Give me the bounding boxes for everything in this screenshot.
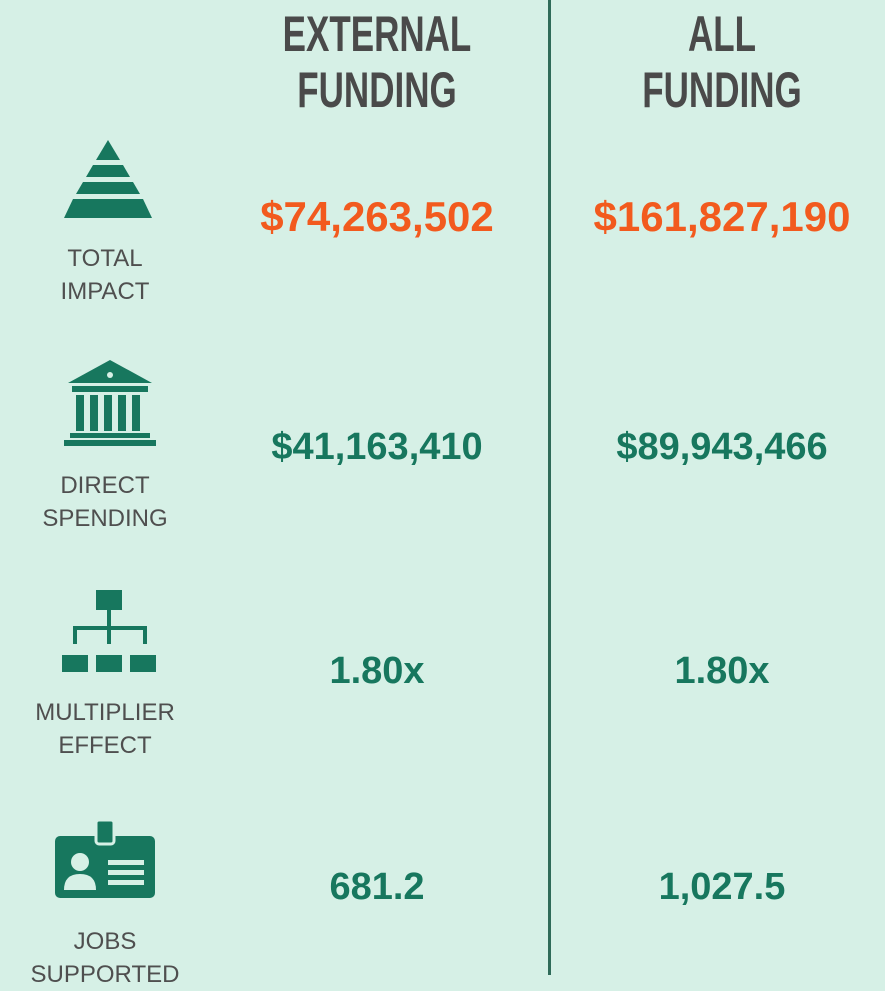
org-chart-icon: [62, 590, 156, 672]
label-line: MULTIPLIER: [35, 699, 175, 726]
row-value: 1,027.5: [658, 866, 786, 908]
bank-icon: [64, 360, 156, 446]
icons: [55, 140, 156, 898]
label-line: SPENDING: [42, 505, 168, 532]
row-value: 1.80x: [329, 650, 425, 692]
row-label: MULTIPLIER EFFECT: [0, 696, 210, 762]
header-line: ALL: [687, 6, 757, 62]
row-value: 1.80x: [674, 650, 770, 692]
row-label: JOBS SUPPORTED: [0, 925, 210, 991]
divider: [548, 0, 551, 975]
id-card-icon: [55, 818, 155, 898]
row-value: $161,827,190: [593, 193, 851, 240]
column-header: ALL FUNDING: [603, 6, 841, 118]
column-header: EXTERNAL FUNDING: [258, 6, 496, 118]
label-line: JOBS: [73, 928, 137, 955]
label-line: SUPPORTED: [30, 961, 180, 988]
label-line: IMPACT: [60, 278, 150, 305]
row-value: 681.2: [329, 866, 425, 908]
label-line: EFFECT: [58, 732, 152, 759]
label-line: TOTAL: [67, 245, 143, 272]
row-value: $74,263,502: [260, 193, 494, 240]
row-value: $89,943,466: [616, 426, 828, 468]
label-line: DIRECT: [60, 472, 150, 499]
header-line: FUNDING: [297, 62, 457, 118]
row-label: TOTAL IMPACT: [0, 242, 210, 308]
row-label: DIRECT SPENDING: [0, 469, 210, 535]
header-line: EXTERNAL: [282, 6, 472, 62]
row-value: $41,163,410: [271, 426, 483, 468]
header-line: FUNDING: [642, 62, 802, 118]
pyramid-icon: [64, 140, 152, 218]
